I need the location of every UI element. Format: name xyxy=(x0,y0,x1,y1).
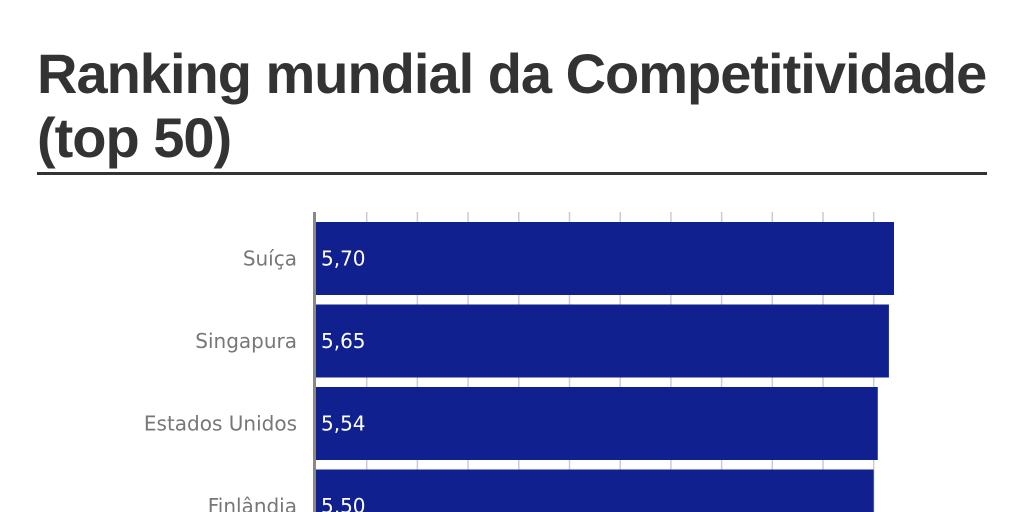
bar xyxy=(316,304,889,378)
data-label: 5,54 xyxy=(321,412,366,436)
title-underline xyxy=(37,172,987,175)
bar xyxy=(316,387,878,460)
data-label: 5,65 xyxy=(321,329,366,353)
data-label: 5,50 xyxy=(321,494,366,512)
bar xyxy=(316,222,894,295)
bar xyxy=(316,469,874,512)
y-axis-line xyxy=(313,212,316,512)
chart-title: Ranking mundial da Competitividade (top … xyxy=(37,42,987,169)
category-label: Estados Unidos xyxy=(144,412,297,436)
category-label: Singapura xyxy=(195,329,297,353)
category-label: Finlândia xyxy=(208,494,297,512)
data-label: 5,70 xyxy=(321,247,366,271)
category-label: Suíça xyxy=(243,247,297,271)
